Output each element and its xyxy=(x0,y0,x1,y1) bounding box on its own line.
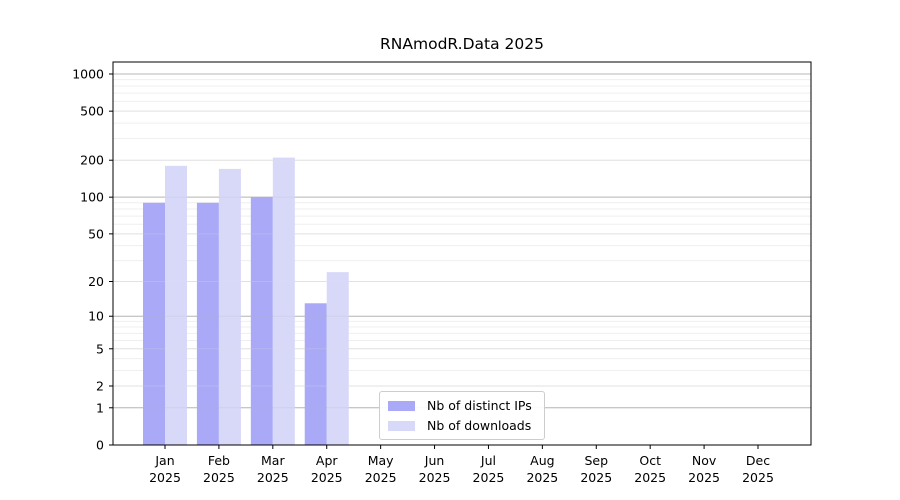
x-tick-label-year: 2025 xyxy=(526,470,558,485)
legend-item-downloads: Nb of downloads xyxy=(388,418,532,433)
x-tick-label-month: May xyxy=(368,453,394,468)
bar-feb-downloads xyxy=(218,168,241,445)
y-tick-label: 0 xyxy=(96,438,104,453)
bar-feb-distinct-ips xyxy=(196,202,219,445)
x-tick-label-month: Oct xyxy=(639,453,661,468)
y-tick-label: 20 xyxy=(88,274,104,289)
bar-apr-downloads xyxy=(326,272,349,445)
x-tick-label-month: Jan xyxy=(154,453,174,468)
y-tick-label: 500 xyxy=(80,104,104,119)
x-tick-label-month: Apr xyxy=(316,453,338,468)
x-tick-label-year: 2025 xyxy=(634,470,666,485)
x-tick-label-year: 2025 xyxy=(149,470,181,485)
y-tick-label: 1000 xyxy=(72,67,104,82)
x-tick-label-year: 2025 xyxy=(742,470,774,485)
x-tick-label-year: 2025 xyxy=(580,470,612,485)
bars-downloads xyxy=(165,157,349,445)
x-tick-label-month: Nov xyxy=(692,453,717,468)
x-tick-label-year: 2025 xyxy=(419,470,451,485)
y-tick-label: 1 xyxy=(96,400,104,415)
y-axis: 0 1 2 5 10 20 50 100 200 500 1000 xyxy=(72,67,113,453)
x-tick-label-month: Jul xyxy=(480,453,496,468)
y-tick-label: 50 xyxy=(88,226,104,241)
bar-mar-distinct-ips xyxy=(250,197,273,445)
bar-jan-downloads xyxy=(165,165,187,445)
legend: Nb of distinct IPs Nb of downloads xyxy=(379,391,545,440)
legend-swatch-downloads xyxy=(388,420,415,431)
x-tick-label-month: Sep xyxy=(584,453,608,468)
bar-mar-downloads xyxy=(272,157,295,445)
y-tick-label: 10 xyxy=(88,309,104,324)
legend-swatch-distinct-ips xyxy=(388,400,415,411)
chart-title: RNAmodR.Data 2025 xyxy=(380,35,544,53)
y-tick-label: 200 xyxy=(80,153,104,168)
legend-item-distinct-ips: Nb of distinct IPs xyxy=(388,398,532,413)
x-tick-label-month: Aug xyxy=(530,453,554,468)
x-tick-label-year: 2025 xyxy=(311,470,343,485)
x-tick-label-month: Feb xyxy=(208,453,230,468)
x-axis: Jan 2025 Feb 2025 Mar 2025 Apr 2025 May 2025 Jun 20… xyxy=(149,445,774,485)
x-tick-label-month: Jun xyxy=(424,453,445,468)
x-tick-label-year: 2025 xyxy=(365,470,397,485)
bar-apr-distinct-ips xyxy=(304,303,327,445)
x-tick-label-year: 2025 xyxy=(473,470,505,485)
bar-jan-distinct-ips xyxy=(143,202,165,445)
y-tick-label: 2 xyxy=(96,379,104,394)
legend-label-distinct-ips: Nb of distinct IPs xyxy=(427,398,532,413)
x-tick-label-year: 2025 xyxy=(688,470,720,485)
plot-border xyxy=(112,61,812,446)
bars-distinct-ips xyxy=(143,197,327,445)
x-tick-label-year: 2025 xyxy=(257,470,289,485)
y-tick-label: 5 xyxy=(96,341,104,356)
x-tick-label-year: 2025 xyxy=(203,470,235,485)
legend-label-downloads: Nb of downloads xyxy=(427,418,532,433)
x-tick-label-month: Mar xyxy=(261,453,285,468)
x-tick-label-month: Dec xyxy=(746,453,770,468)
y-tick-label: 100 xyxy=(80,190,104,205)
